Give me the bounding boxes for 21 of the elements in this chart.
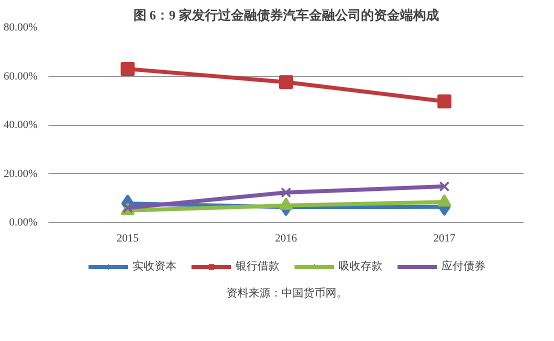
- y-tick-label: 0.00%: [9, 216, 38, 228]
- legend-label: 应付债券: [442, 259, 486, 274]
- legend-label: 银行借款: [236, 260, 280, 274]
- point: [279, 75, 293, 90]
- point: [120, 62, 135, 76]
- y-tick-label: 80.00%: [4, 22, 38, 34]
- chart-title: 图 6：9 家发行过金融债券汽车金融公司的资金端构成: [133, 8, 439, 22]
- y-tick-label: 20.00%: [4, 168, 38, 180]
- point: [280, 187, 292, 198]
- x-tick-label: 2017: [433, 232, 456, 244]
- x-tick-label: 2016: [275, 232, 298, 244]
- y-tick-label: 40.00%: [4, 119, 38, 131]
- point: [437, 194, 452, 206]
- legend-label: 实收资本: [132, 259, 176, 274]
- y-tick-label: 60.00%: [4, 70, 38, 82]
- legend-label: 吸收存款: [338, 260, 382, 274]
- point: [437, 94, 452, 108]
- x-tick-label: 2015: [116, 232, 140, 244]
- point: [439, 181, 450, 192]
- text: 资料来源：中国货币网。: [226, 286, 348, 300]
- point: [279, 198, 293, 210]
